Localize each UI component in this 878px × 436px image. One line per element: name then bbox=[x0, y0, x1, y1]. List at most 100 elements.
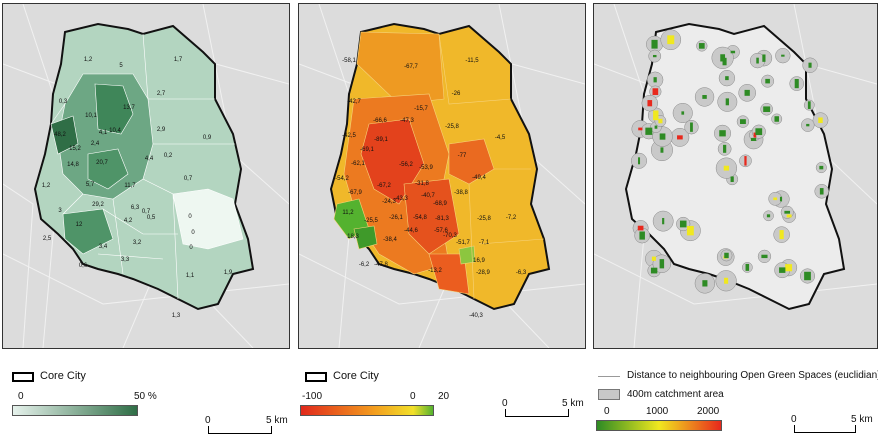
share-region-label-18: 1,2 bbox=[42, 183, 51, 189]
share-region-label-22: 0 bbox=[188, 214, 192, 220]
change-region-label-47: -40,3 bbox=[469, 313, 483, 319]
change-region-label-1: -67,7 bbox=[404, 64, 418, 70]
green-space-patch bbox=[794, 79, 799, 89]
change-region-label-16: -53,9 bbox=[419, 165, 433, 171]
change-region-label-34: 18,3 bbox=[347, 234, 359, 240]
share-region-label-7: 48,2 bbox=[54, 132, 66, 138]
green-space-patch bbox=[745, 263, 750, 271]
share-region-label-8: 4,1 bbox=[99, 130, 108, 136]
scale-zero-2: 0 bbox=[502, 398, 508, 409]
share-region-label-11: 0,9 bbox=[203, 135, 212, 141]
green-space-patch bbox=[719, 130, 726, 137]
change-region-label-9: -25,8 bbox=[445, 124, 459, 130]
catchment-label: 400m catchment area bbox=[627, 389, 724, 400]
change-region-label-15: -56,2 bbox=[399, 162, 413, 168]
share-region-label-17: 4,4 bbox=[145, 156, 154, 162]
green-space-patch bbox=[765, 78, 770, 84]
green-space-patch bbox=[652, 88, 659, 95]
share-region-label-32: 0 bbox=[191, 230, 195, 236]
core-city-swatch-2 bbox=[305, 372, 327, 382]
map-panel-change: -58,1 -67,7 -11,5 -42,7 -26 -15,7 -42,5 -66,6 -4… bbox=[298, 3, 586, 349]
green-space-patch bbox=[686, 225, 694, 236]
change-region-label-20: -31,8 bbox=[415, 181, 429, 187]
share-region-label-0: 1,2 bbox=[84, 57, 93, 63]
change-region-label-21: -38,8 bbox=[454, 190, 468, 196]
green-space-patch bbox=[638, 157, 641, 165]
scale-zero-1: 0 bbox=[205, 415, 211, 426]
change-region-label-41: -6,2 bbox=[359, 262, 370, 268]
scale-bar-1 bbox=[208, 426, 272, 434]
share-region-label-25: 6,3 bbox=[131, 205, 140, 211]
green-space-patch bbox=[774, 116, 779, 122]
share-region-label-10: 2,9 bbox=[157, 127, 166, 133]
green-space-patch bbox=[660, 147, 664, 153]
scale-label-2: 5 km bbox=[562, 398, 584, 409]
change-region-label-33: -7,2 bbox=[506, 215, 517, 221]
distance-line-label: Distance to neighbouring Open Green Spac… bbox=[627, 370, 878, 381]
share-region-label-13: 2,4 bbox=[91, 141, 100, 147]
change-region-label-4: -26 bbox=[452, 91, 461, 97]
share-region-label-29: 2,5 bbox=[43, 236, 52, 242]
change-region-label-22: -43,3 bbox=[394, 196, 408, 202]
change-region-label-42: -47,8 bbox=[374, 262, 388, 268]
green-space-patch bbox=[651, 256, 656, 261]
scale-bar-2 bbox=[505, 409, 569, 417]
share-region-label-38: 1,9 bbox=[224, 270, 233, 276]
distance-map bbox=[594, 4, 877, 348]
green-space-patch bbox=[639, 231, 645, 240]
change-region-label-13: -77 bbox=[458, 153, 467, 159]
green-space-patch bbox=[667, 35, 675, 45]
share-region-label-36: 0,6 bbox=[79, 263, 88, 269]
green-space-patch bbox=[653, 110, 659, 121]
share-region-label-28: 0,5 bbox=[147, 215, 156, 221]
green-space-patch bbox=[662, 217, 665, 225]
share-region-label-9: 10,4 bbox=[109, 128, 121, 134]
change-region-label-17: -49,4 bbox=[472, 175, 486, 181]
share-region-label-39: 1,3 bbox=[172, 313, 181, 319]
green-space-patch bbox=[779, 196, 783, 202]
share-region-label-16: 20,7 bbox=[96, 160, 108, 166]
share-region-label-5: 13,7 bbox=[123, 105, 135, 111]
catchment-swatch bbox=[598, 389, 620, 400]
green-space-patch bbox=[753, 132, 757, 138]
change-region-label-14: -62,1 bbox=[351, 161, 365, 167]
distance-tick-1: 1000 bbox=[646, 406, 669, 417]
map-panel-share: 1,2 5 1,7 0,3 10,1 13,7 2,7 48,2 4,1 10,4 2,9 0,9 15… bbox=[2, 3, 290, 349]
green-space-patch bbox=[784, 210, 791, 214]
share-region-label-15: 14,8 bbox=[67, 162, 79, 168]
share-region-label-37: 1,1 bbox=[186, 273, 195, 279]
change-map: -58,1 -67,7 -11,5 -42,7 -26 -15,7 -42,5 -66,6 -4… bbox=[299, 4, 585, 348]
change-region-label-10: -4,5 bbox=[495, 135, 506, 141]
green-space-patch bbox=[658, 118, 663, 124]
green-space-patch bbox=[806, 123, 810, 127]
share-region-label-12: 15,2 bbox=[69, 146, 81, 152]
green-space-patch bbox=[637, 225, 644, 231]
change-region-label-18: -54,2 bbox=[335, 176, 349, 182]
change-region-label-38: -38,4 bbox=[383, 237, 397, 243]
share-region-label-35: 3,3 bbox=[121, 257, 130, 263]
change-region-label-35: -44,6 bbox=[404, 228, 418, 234]
change-legend-mid: 0 bbox=[410, 391, 416, 402]
change-region-label-12: -89,1 bbox=[374, 137, 388, 143]
share-region-label-14: 0,2 bbox=[164, 153, 173, 159]
change-region-label-30: -54,8 bbox=[413, 215, 427, 221]
share-region-label-20: 11,7 bbox=[124, 183, 136, 189]
change-region-label-26: -24,3 bbox=[382, 199, 396, 205]
share-region-labels: 1,2 5 1,7 0,3 10,1 13,7 2,7 48,2 4,1 10,4 2,9 0,9 15… bbox=[42, 57, 233, 319]
share-region-label-4: 10,1 bbox=[85, 113, 97, 119]
green-space-patch bbox=[785, 264, 793, 272]
scale-zero-3: 0 bbox=[791, 414, 797, 425]
change-region-label-40: -51,7 bbox=[456, 240, 470, 246]
change-gradient bbox=[300, 405, 434, 416]
share-region-label-3: 0,3 bbox=[59, 99, 68, 105]
green-space-patch bbox=[750, 137, 757, 141]
change-region-label-6: -42,5 bbox=[342, 133, 356, 139]
core-city-label: Core City bbox=[40, 370, 86, 382]
green-space-patch bbox=[730, 176, 734, 182]
distance-tick-2: 2000 bbox=[697, 406, 720, 417]
green-space-patch bbox=[744, 156, 747, 166]
share-region-label-2: 1,7 bbox=[174, 57, 183, 63]
green-space-patch bbox=[766, 214, 771, 218]
change-region-labels: -58,1 -67,7 -11,5 -42,7 -26 -15,7 -42,5 -66,6 -4… bbox=[335, 58, 527, 319]
change-region-label-2: -11,5 bbox=[465, 58, 479, 64]
